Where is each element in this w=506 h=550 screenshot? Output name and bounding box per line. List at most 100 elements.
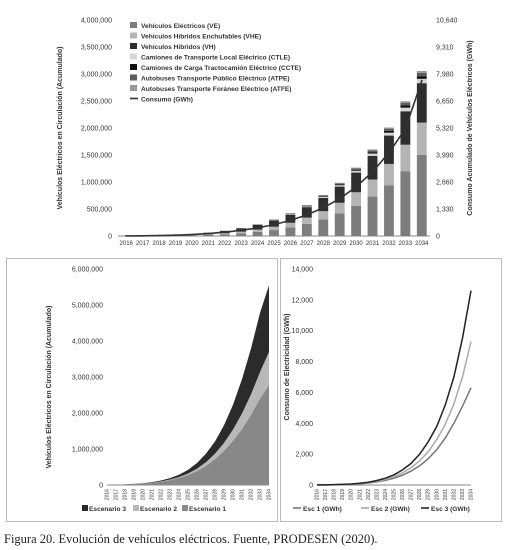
bar-segment bbox=[301, 206, 312, 208]
bar-segment bbox=[334, 182, 345, 184]
bar-segment bbox=[334, 213, 345, 236]
y-tick-label: 2,000,000 bbox=[81, 126, 112, 133]
bar-segment bbox=[384, 128, 394, 131]
y-tick-label: 5,000,000 bbox=[72, 303, 103, 310]
consumption-point bbox=[174, 234, 177, 237]
bar-segment bbox=[400, 171, 411, 236]
bar-segment bbox=[351, 168, 362, 170]
line-series bbox=[316, 290, 472, 486]
stacked-bar-chart-panel: 0 500,000 1,000,000 1,500,000 2,000,000 2,500… bbox=[0, 0, 506, 262]
x-tick-label: 2019 bbox=[340, 489, 346, 500]
x-tick-label: 2020 bbox=[185, 241, 199, 247]
legend-label: Vehículos Híbridos Enchufables (VHE) bbox=[141, 34, 261, 41]
legend-label: Esc 3 (GWh) bbox=[431, 506, 470, 513]
y-tick-label: 1,000,000 bbox=[72, 447, 103, 454]
consumption-point bbox=[141, 234, 144, 237]
bar-segment bbox=[318, 196, 329, 197]
y-axis-title: Vehículos Eléctricos en Circulación (Acu… bbox=[57, 47, 64, 210]
x-tick-label: 2031 bbox=[240, 489, 246, 500]
y-tick-label: 6,000,000 bbox=[72, 267, 103, 274]
area-series bbox=[107, 385, 269, 485]
y-tick-label: 4,000,000 bbox=[72, 339, 103, 346]
x-tick-label: 2033 bbox=[399, 241, 413, 247]
bar-segment bbox=[252, 231, 263, 236]
legend-swatch bbox=[130, 53, 137, 60]
y2-axis-title: Consumo Acumulado de Vehículos Eléctrico… bbox=[467, 40, 474, 215]
legend-swatch bbox=[130, 43, 137, 49]
legend-label: Escenario 2 bbox=[140, 506, 177, 513]
y2-tick-label: 0 bbox=[436, 234, 440, 241]
bar-segment bbox=[318, 211, 329, 220]
legend-label: Camiones de Carga Tractocamión Eléctrico… bbox=[141, 65, 301, 72]
consumption-line bbox=[126, 80, 423, 237]
x-tick-label: 2016 bbox=[120, 241, 134, 247]
consumption-point bbox=[355, 185, 358, 188]
legend-swatch bbox=[133, 505, 139, 511]
bar-segment bbox=[351, 170, 362, 173]
x-tick-label: 2029 bbox=[222, 489, 228, 500]
x-tick-label: 2027 bbox=[204, 489, 210, 500]
x-tick-label: 2027 bbox=[409, 489, 415, 500]
x-tick-label: 2016 bbox=[315, 489, 321, 500]
bar-segment bbox=[400, 102, 411, 106]
area-series bbox=[107, 285, 269, 485]
bar-segment bbox=[351, 192, 362, 206]
bar-segment bbox=[269, 220, 279, 227]
consumption-point bbox=[240, 229, 243, 232]
bar-segment bbox=[367, 153, 378, 156]
bar-segment bbox=[318, 196, 329, 198]
y-tick-label: 8,000 bbox=[295, 359, 313, 366]
x-tick-label: 2024 bbox=[383, 489, 389, 500]
y-tick-label: 1,000,000 bbox=[81, 180, 112, 187]
y2-tick-label: 5,320 bbox=[436, 126, 454, 133]
bar-segment bbox=[400, 105, 411, 108]
legend-label: Escenario 3 bbox=[89, 506, 126, 513]
bar-segment bbox=[367, 150, 378, 153]
y-tick-label: 0 bbox=[108, 234, 112, 241]
y-tick-label: 1,500,000 bbox=[81, 153, 112, 160]
x-tick-label: 2033 bbox=[460, 489, 466, 500]
legend-label: Camiones de Transporte Local Eléctrico (… bbox=[141, 55, 290, 62]
x-tick-label: 2024 bbox=[177, 489, 183, 500]
bar-segment bbox=[318, 195, 329, 197]
bar-segment bbox=[416, 83, 427, 123]
stacked-bar-chart: 0 500,000 1,000,000 1,500,000 2,000,000 2,500… bbox=[57, 18, 474, 248]
bar-segment bbox=[351, 167, 362, 169]
consumption-point bbox=[190, 233, 193, 236]
x-tick-label: 2032 bbox=[382, 241, 396, 247]
bar-segment bbox=[219, 234, 230, 236]
bar-segment bbox=[203, 234, 214, 236]
x-tick-label: 2021 bbox=[202, 241, 216, 247]
area-chart-panel: 0 1,000,000 2,000,000 3,000,000 4,000,000 5,0… bbox=[6, 258, 278, 522]
y-tick-label: 3,500,000 bbox=[81, 45, 112, 52]
bar-segment bbox=[334, 183, 345, 185]
bar-segment bbox=[367, 179, 378, 197]
bar-segment bbox=[334, 202, 345, 214]
x-tick-label: 2025 bbox=[267, 241, 281, 247]
x-tick-label: 2028 bbox=[417, 489, 423, 500]
y-axis-title: Consumo de Electricidad (GWh) bbox=[284, 314, 291, 421]
consumption-point bbox=[207, 232, 210, 235]
legend-swatch bbox=[82, 505, 88, 511]
x-tick-label: 2023 bbox=[374, 489, 380, 500]
y-tick-label: 3,000,000 bbox=[72, 375, 103, 382]
x-tick-label: 2017 bbox=[323, 489, 329, 500]
bar-segment bbox=[416, 155, 427, 236]
bar-segment bbox=[384, 130, 394, 133]
bar-segment bbox=[301, 205, 312, 206]
y-tick-label: 3,000,000 bbox=[81, 72, 112, 79]
consumption-point bbox=[322, 206, 325, 209]
x-tick-label: 2031 bbox=[366, 241, 380, 247]
x-tick-label: 2016 bbox=[105, 489, 111, 500]
legend-swatch bbox=[130, 85, 137, 91]
x-tick-label: 2026 bbox=[284, 241, 298, 247]
x-tick-label: 2027 bbox=[300, 241, 314, 247]
bar-segment bbox=[367, 196, 378, 236]
x-tick-label: 2031 bbox=[443, 489, 449, 500]
bar-segment bbox=[285, 227, 296, 236]
bar-segment bbox=[384, 135, 394, 164]
x-tick-label: 2022 bbox=[218, 241, 232, 247]
legend-swatch bbox=[130, 32, 137, 39]
y2-tick-label: 7,980 bbox=[436, 72, 454, 79]
bar-segment bbox=[351, 169, 362, 171]
